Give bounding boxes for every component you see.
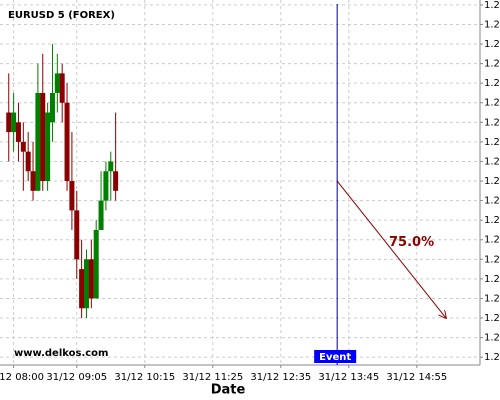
candle-body	[11, 112, 17, 133]
candle-body	[35, 92, 41, 191]
candle-body	[45, 112, 51, 182]
candle-body	[64, 102, 70, 182]
candle-body	[103, 171, 109, 201]
candle-body	[108, 161, 114, 172]
plot	[6, 44, 119, 319]
candle-body	[59, 73, 65, 103]
candle-body	[93, 229, 99, 299]
y-tick-label: 1.2285	[484, 235, 500, 246]
y-tick-label: 1.2281	[484, 274, 500, 285]
y-tick-label: 1.2287	[484, 215, 500, 226]
y-tick-label: 1.2307	[484, 19, 500, 30]
y-tick-label: 1.2305	[484, 39, 500, 50]
candle-body	[79, 269, 85, 309]
event-label-box	[314, 350, 357, 363]
x-tick-label: 31/12 11:25	[182, 372, 243, 383]
candle-body	[54, 73, 60, 93]
candle-body	[88, 259, 94, 299]
candle-body	[25, 151, 31, 172]
y-tick-label: 1.2275	[484, 333, 500, 344]
y-tick-label: 1.2309	[484, 0, 500, 11]
y-tick-label: 1.2279	[484, 293, 500, 304]
event-label: Event	[319, 352, 351, 363]
y-tick-label: 1.2291	[484, 176, 500, 187]
y-tick-label: 1.2283	[484, 254, 500, 265]
x-tick-label: 31/12 13:45	[318, 372, 379, 383]
y-tick-label: 1.2293	[484, 156, 500, 167]
y-tick-label: 1.2277	[484, 313, 500, 324]
projection-arrow	[336, 180, 446, 318]
candle-body	[74, 210, 80, 260]
y-tick-label: 1.2295	[484, 137, 500, 148]
y-tick-label: 1.2273	[484, 352, 500, 363]
x-tick-label: 31/12 14:55	[386, 372, 447, 383]
y-tick-label: 1.2299	[484, 98, 500, 109]
candle-body	[49, 92, 55, 123]
y-tick-label: 1.2301	[484, 78, 500, 89]
x-tick-label: 31/12 12:35	[250, 372, 311, 383]
x-axis-label: Date	[211, 383, 246, 398]
y-tick-label: 1.2289	[484, 196, 500, 207]
candle-body	[69, 181, 75, 211]
y-tick-label: 1.2303	[484, 59, 500, 70]
candle-body	[20, 141, 26, 152]
y-tick-label: 1.2297	[484, 117, 500, 128]
candle-body	[113, 171, 119, 191]
x-tick-label: 31/12 09:05	[46, 372, 107, 383]
x-tick-label: 31/12 08:00	[0, 372, 44, 383]
projection-label: 75.0%	[389, 235, 434, 250]
chart-title: EURUSD 5 (FOREX)	[8, 10, 115, 21]
watermark: www.delkos.com	[14, 348, 108, 359]
candle-body	[40, 92, 46, 182]
candle-body	[83, 259, 89, 309]
candle-body	[98, 200, 104, 230]
x-tick-label: 31/12 10:15	[114, 372, 175, 383]
candle-body	[6, 112, 12, 133]
grid	[0, 0, 480, 365]
candle-body	[15, 122, 21, 142]
candle-body	[30, 171, 36, 191]
